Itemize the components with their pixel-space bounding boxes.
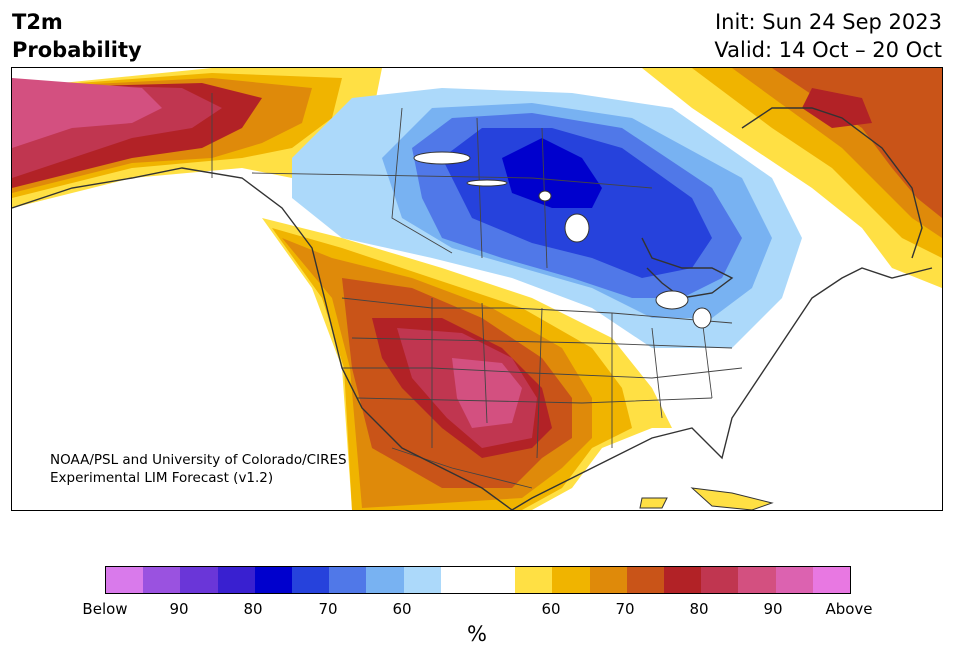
warm-core [452,358,522,428]
colorbar-swatch [552,567,590,593]
greenland-core [802,88,872,128]
coastlines [12,107,933,510]
colorbar-swatch [589,567,627,593]
chart-title: T2m Probability [12,8,142,64]
greenland-band-4 [772,68,942,218]
colorbar-swatch [106,567,144,593]
credit-line-1: NOAA/PSL and University of Colorado/CIRE… [50,452,347,468]
colorbar-swatch [515,567,553,593]
colorbar-swatch [738,567,776,593]
colorbar-tick-label: 90 [763,600,783,618]
colorbar-tick-label: 60 [541,600,561,618]
colorbar-tick-label: 90 [169,600,189,618]
forecast-dates: Init: Sun 24 Sep 2023 Valid: 14 Oct – 20… [714,8,942,64]
title-type: Probability [12,38,142,62]
colorbar-unit: % [467,622,487,646]
caribbean-islands [639,487,774,510]
colorbar-swatch [626,567,665,593]
colorbar-swatch [478,567,516,593]
credit-line-2: Experimental LIM Forecast (v1.2) [50,470,274,486]
colorbar-tick-label: 70 [318,600,338,618]
colorbar [105,566,851,594]
valid-range: Valid: 14 Oct – 20 Oct [714,38,942,62]
colorbar-swatch [292,567,330,593]
init-date: Init: Sun 24 Sep 2023 [714,10,942,34]
title-variable: T2m [12,10,63,34]
colorbar-swatch [143,567,181,593]
alaska-core [12,78,162,148]
colorbar-tick-label: Below [82,600,128,618]
colorbar-swatch [403,567,441,593]
colorbar-swatch [329,567,367,593]
data-credit: NOAA/PSL and University of Colorado/CIRE… [50,451,347,487]
colorbar-swatch [254,567,293,593]
colorbar-tick-label: 80 [689,600,709,618]
political-borders [211,93,743,489]
colorbar-tick-label: 70 [615,600,635,618]
colorbar-swatch [180,567,218,593]
colorbar-swatch [664,567,702,593]
colorbar-tick-label: 80 [243,600,263,618]
colorbar-swatch [775,567,813,593]
colorbar-swatch [440,567,479,593]
lakes [413,151,712,329]
colorbar-swatch [217,567,255,593]
cold-core [502,138,602,208]
colorbar-swatch [366,567,404,593]
map-canvas [12,68,942,510]
probability-map: NOAA/PSL and University of Colorado/CIRE… [11,67,943,511]
colorbar-swatch [812,567,851,593]
colorbar-swatch [701,567,739,593]
colorbar-tick-label: Above [825,600,873,618]
colorbar-tick-label: 60 [392,600,412,618]
